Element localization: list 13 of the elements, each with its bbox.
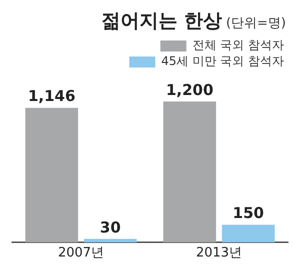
chart-title: 젊어지는 한상 [101,10,222,32]
legend-label: 45세 미만 국외 참석자 [161,54,284,68]
x-tick-label: 2007년 [58,246,104,261]
bar [222,224,275,242]
bar [163,101,216,242]
x-tick-label: 2013년 [196,246,242,261]
bar [25,108,78,242]
data-label: 30 [100,218,121,236]
legend-label: 전체 국외 참석자 [192,38,284,52]
data-label: 150 [232,204,264,222]
chart-subtitle: (단위=명) [226,16,286,31]
data-label: 1,146 [28,87,76,106]
data-label: 1,200 [166,80,214,99]
